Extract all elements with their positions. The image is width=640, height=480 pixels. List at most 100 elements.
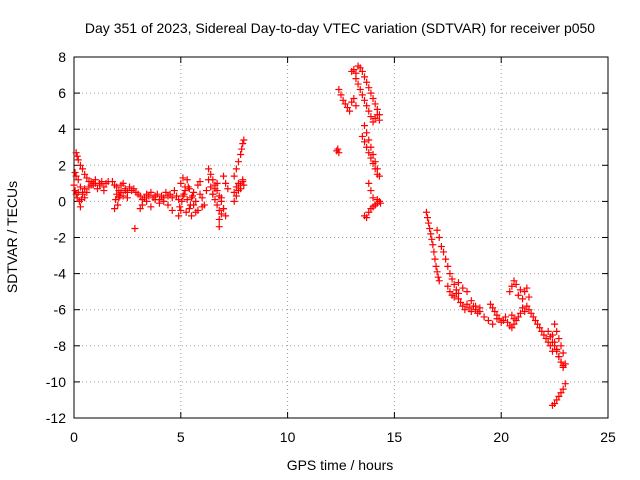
data-point [335,85,343,93]
data-point [117,188,125,196]
data-point [186,201,194,209]
data-point [360,122,368,130]
data-point [76,161,84,169]
data-point [553,396,561,404]
data-point [168,206,176,214]
data-point [512,317,520,325]
data-point [544,327,552,335]
data-point [343,104,351,112]
x-tick-label: 10 [280,429,296,445]
y-tick-label: -8 [54,338,67,354]
data-point [153,190,161,198]
data-point [108,178,116,186]
data-point [230,172,238,180]
data-point [508,324,516,332]
data-point [192,197,200,205]
y-tick-label: 0 [58,193,66,209]
data-point [551,338,559,346]
data-point [367,154,375,162]
data-point [367,143,375,151]
data-point [538,327,546,335]
data-point [476,308,484,316]
data-point [143,197,151,205]
data-point [140,194,148,202]
data-point [553,327,561,335]
data-point [542,335,550,343]
data-point [527,309,535,317]
data-point [74,156,82,164]
data-point [446,288,454,296]
data-point [151,196,159,204]
data-point [425,219,433,227]
data-point [506,288,514,296]
data-point [180,190,188,198]
data-point [183,176,191,184]
data-point [435,234,443,241]
data-point [183,196,191,204]
data-point [360,138,368,146]
data-point [459,284,467,292]
data-point [551,400,559,408]
y-tick-label: 2 [58,157,66,173]
data-point [561,360,569,368]
data-point [430,248,438,256]
data-point [81,185,89,193]
data-point [334,145,342,153]
data-point [516,309,524,317]
data-point [217,210,225,218]
data-point [164,201,172,209]
x-tick-label: 20 [493,429,509,445]
data-point [431,255,439,263]
data-point [358,67,366,75]
data-point [365,107,373,115]
data-point [561,380,569,388]
data-points [70,62,569,409]
data-point [529,313,537,321]
data-point [79,188,87,196]
data-point [179,174,187,182]
data-point [168,194,176,202]
data-point [369,194,377,202]
data-point [356,64,364,72]
data-point [346,107,354,115]
grid-lines [74,57,608,418]
data-point [196,190,204,198]
data-point [373,165,381,173]
data-point [461,306,469,314]
data-point [178,197,186,205]
data-point [363,129,371,137]
data-point [239,176,247,184]
data-point [442,255,450,263]
data-point [559,385,567,393]
data-point [457,298,465,306]
data-point [145,192,153,200]
data-point [230,197,238,205]
y-axis-label: SDTVAR / TECUs [4,181,20,293]
data-point [531,317,539,325]
data-point [367,113,375,121]
data-point [499,317,507,325]
chart-title: Day 351 of 2023, Sidereal Day-to-day VTE… [85,20,595,36]
y-tick-label: -12 [46,410,66,426]
data-point [559,349,567,357]
data-point [187,212,195,220]
data-point [72,149,80,157]
data-point [116,192,124,200]
data-point [448,275,456,283]
data-point [434,273,442,281]
data-point [363,214,371,222]
data-point [424,214,432,222]
data-point [432,262,440,270]
data-point [536,324,544,332]
data-point [523,302,531,310]
data-point [534,320,542,328]
data-point [100,183,108,191]
data-point [217,194,225,202]
data-point [369,150,377,158]
data-point [521,308,529,316]
data-point [136,192,144,200]
data-point [211,196,219,204]
y-tick-label: -4 [54,266,67,282]
y-tick-label: -6 [54,302,67,318]
